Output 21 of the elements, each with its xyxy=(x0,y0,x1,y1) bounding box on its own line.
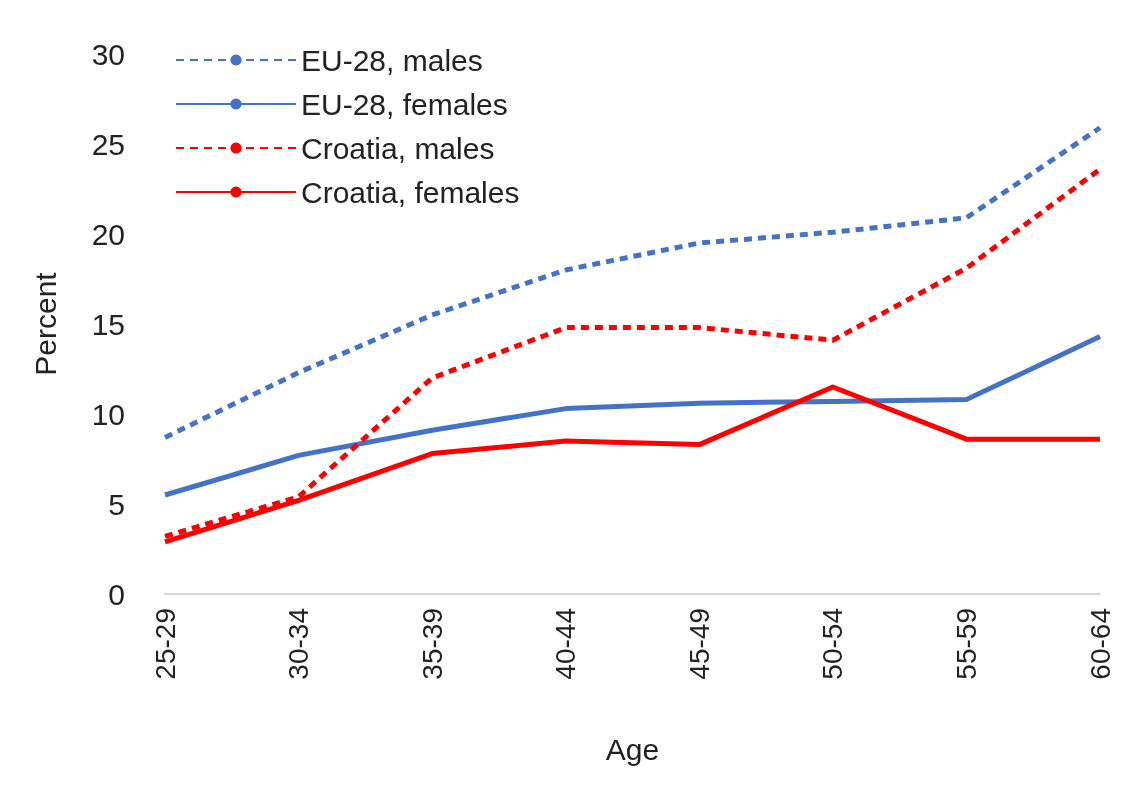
y-tick-label: 25 xyxy=(91,127,125,161)
x-axis-title: Age xyxy=(605,732,660,766)
legend-label: Croatia, females xyxy=(301,175,520,209)
x-tick-label: 55-59 xyxy=(950,608,982,680)
x-tick-label: 35-39 xyxy=(416,608,448,680)
y-tick-label: 20 xyxy=(91,217,125,251)
x-tick-label: 60-64 xyxy=(1084,608,1116,680)
x-tick-label: 45-49 xyxy=(683,608,715,680)
x-tick-label: 40-44 xyxy=(550,608,582,680)
x-tick-label: 25-29 xyxy=(149,608,181,680)
legend-label: EU-28, females xyxy=(301,87,508,121)
x-tick-label: 30-34 xyxy=(283,608,315,680)
y-axis-title: Percent xyxy=(28,271,62,376)
y-tick-label: 0 xyxy=(108,577,125,611)
y-tick-label: 5 xyxy=(108,487,125,521)
y-tick-label: 10 xyxy=(91,397,125,431)
legend-label: Croatia, males xyxy=(301,131,495,165)
y-tick-label: 15 xyxy=(91,307,125,341)
x-tick-label: 50-54 xyxy=(817,608,849,680)
y-tick-label: 30 xyxy=(91,37,125,71)
legend-label: EU-28, males xyxy=(301,43,483,77)
